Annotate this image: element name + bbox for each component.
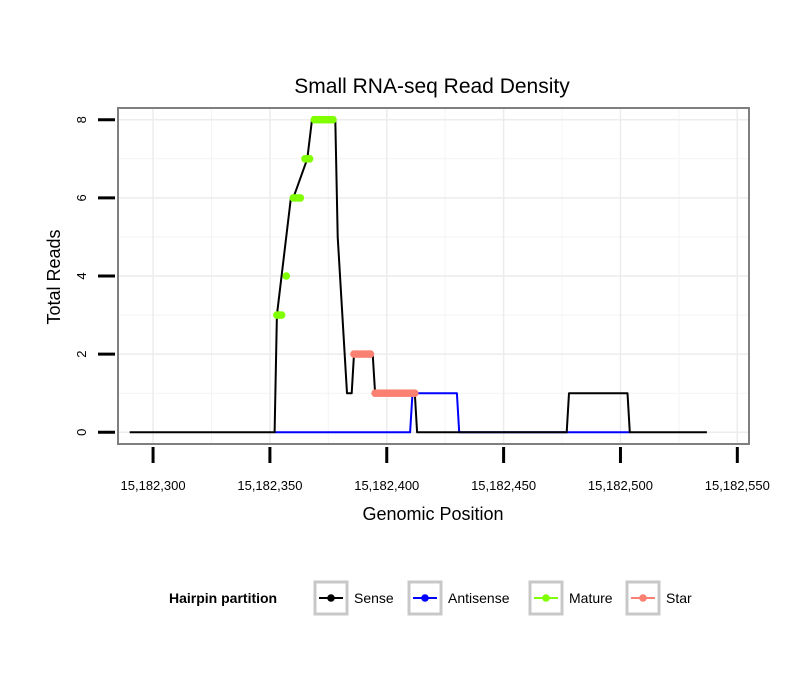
chart-title: Small RNA-seq Read Density <box>294 75 570 98</box>
x-axis: 15,182,300 15,182,350 15,182,400 15,182,450… <box>121 447 770 493</box>
series-mature-point <box>282 272 291 280</box>
legend-key-point <box>327 594 335 602</box>
legend-item-star: Star <box>625 580 692 616</box>
series-mature-point <box>329 115 337 124</box>
series-star-point <box>411 389 419 398</box>
series-star-point <box>366 350 375 358</box>
y-tick-label: 0 <box>74 429 89 436</box>
x-tick-label: 15,182,400 <box>354 478 419 493</box>
series-mature-point <box>277 311 286 319</box>
x-tick-label: 15,182,450 <box>471 478 536 493</box>
legend-key-point <box>542 594 550 602</box>
plot-border <box>117 107 750 445</box>
y-tick-label: 6 <box>74 194 89 201</box>
series-mature-points <box>273 115 337 319</box>
y-tick-label: 4 <box>74 272 89 279</box>
series-mature-point <box>296 194 305 202</box>
legend-title: Hairpin partition <box>169 590 277 606</box>
legend-label: Sense <box>354 590 394 606</box>
series-layer <box>129 115 707 434</box>
legend-item-sense: Sense <box>313 580 394 616</box>
y-tick-label: 2 <box>74 351 89 358</box>
legend-label: Antisense <box>448 590 510 606</box>
x-tick-label: 15,182,300 <box>121 478 186 493</box>
legend-item-antisense: Antisense <box>407 580 510 616</box>
series-mature-point <box>305 155 314 163</box>
series-star-points <box>350 350 419 398</box>
y-axis-title: Total Reads <box>44 229 64 324</box>
legend-label: Mature <box>569 590 613 606</box>
y-axis: 0 2 4 6 8 <box>74 116 115 436</box>
legend: Hairpin partition Sense Antisense Mature St… <box>169 580 692 616</box>
legend-label: Star <box>666 590 692 606</box>
x-tick-label: 15,182,350 <box>237 478 302 493</box>
x-axis-title: Genomic Position <box>362 504 503 524</box>
y-tick-label: 8 <box>74 116 89 123</box>
legend-item-mature: Mature <box>528 580 613 616</box>
legend-key-point <box>421 594 429 602</box>
x-tick-label: 15,182,500 <box>588 478 653 493</box>
x-tick-label: 15,182,550 <box>705 478 770 493</box>
legend-key-point <box>639 594 647 602</box>
